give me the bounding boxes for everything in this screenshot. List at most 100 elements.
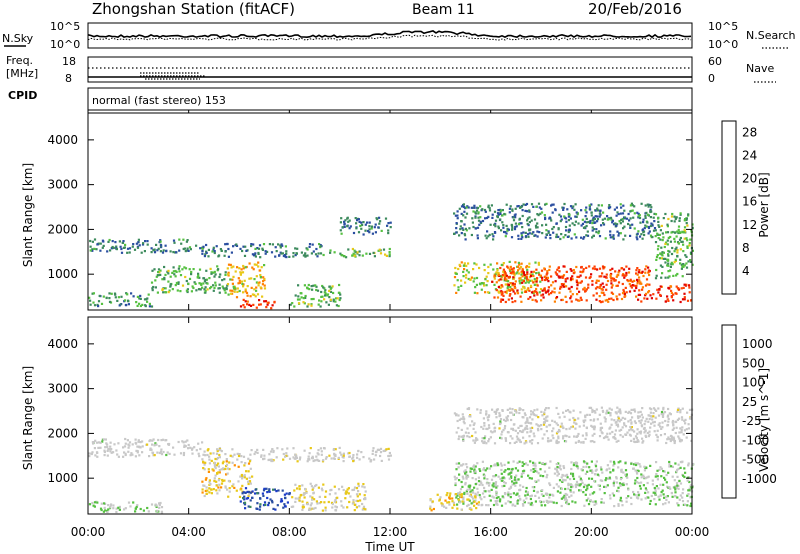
heatmap-cell [169,283,172,286]
heatmap-cell [533,409,536,412]
heatmap-cell [620,297,624,301]
heatmap-cell [108,238,111,242]
heatmap-cell [465,476,468,479]
heatmap-cell [240,474,244,477]
heatmap-cell [562,275,565,278]
heatmap-cell [674,488,677,491]
heatmap-cell [587,220,590,224]
heatmap-cell [570,278,573,281]
heatmap-cell [646,283,649,286]
heatmap-cell [103,454,106,457]
heatmap-cell [306,254,309,257]
heatmap-cell [323,447,326,450]
heatmap-cell [545,407,548,410]
heatmap-cell [552,437,555,440]
heatmap-cell [601,479,604,482]
heatmap-cell [661,489,664,492]
heatmap-cell [520,205,523,208]
heatmap-cell [634,494,637,497]
heatmap-cell [589,208,592,211]
heatmap-cell [687,427,690,430]
heatmap-cell [244,245,247,248]
heatmap-cell [148,302,151,305]
heatmap-cell [466,504,469,508]
heatmap-cell [175,251,178,254]
heatmap-cell [133,248,137,251]
heatmap-cell [563,215,566,218]
heatmap-cell [587,503,591,506]
heatmap-cell [179,290,182,293]
heatmap-cell [318,495,321,498]
heatmap-cell [483,263,486,266]
heatmap-cell [662,257,665,260]
heatmap-cell [609,471,612,474]
heatmap-cell [546,415,549,418]
heatmap-cell [157,438,160,442]
heatmap-cell [452,501,455,504]
heatmap-cell [605,477,608,480]
heatmap-cell [506,419,509,422]
heatmap-cell [201,286,204,289]
heatmap-cell [513,423,516,426]
heatmap-cell [628,290,632,293]
heatmap-cell [124,507,127,510]
heatmap-cell [659,264,662,267]
heatmap-cell [529,503,532,506]
heatmap-cell [640,300,643,303]
heatmap-cell [586,234,590,237]
heatmap-cell [524,413,527,417]
heatmap-cell [518,408,521,411]
heatmap-cell [473,277,476,280]
heatmap-cell [346,225,349,228]
heatmap-cell [268,453,271,456]
heatmap-cell [572,477,576,480]
heatmap-cell [565,229,568,232]
heatmap-cell [212,246,215,249]
y-tick-label: 3000 [47,178,78,192]
heatmap-cell [509,435,512,438]
heatmap-cell [93,447,96,450]
heatmap-cell [618,420,621,423]
heatmap-cell [514,280,517,283]
heatmap-cell [506,227,509,230]
heatmap-cell [263,501,267,504]
heatmap-cell [218,287,221,290]
heatmap-cell [177,281,180,284]
heatmap-cell [568,495,571,499]
heatmap-cell [540,299,543,302]
heatmap-cell [472,280,475,283]
heatmap-cell [229,278,232,281]
heatmap-cell [530,270,533,273]
heatmap-cell [248,480,252,483]
heatmap-cell [603,416,606,419]
heatmap-cell [456,279,459,282]
heatmap-cell [574,220,577,223]
heatmap-cell [516,205,519,208]
heatmap-cell [631,416,634,419]
heatmap-cell [460,220,463,223]
heatmap-cell [545,202,548,205]
heatmap-cell [461,485,464,488]
heatmap-cell [478,494,481,497]
heatmap-cell [244,487,248,490]
heatmap-cell [372,447,375,450]
heatmap-cell [530,501,533,505]
heatmap-cell [161,251,165,254]
heatmap-cell [637,293,640,296]
heatmap-cell [128,251,131,254]
heatmap-cell [628,433,632,436]
heatmap-cell [637,212,640,215]
heatmap-cell [296,247,299,250]
heatmap-cell [95,248,98,251]
heatmap-cell [683,419,686,423]
heatmap-cell [103,506,106,509]
heatmap-cell [637,494,640,497]
heatmap-cell [618,220,621,223]
heatmap-cell [332,291,335,295]
heatmap-cell [445,494,448,497]
heatmap-cell [253,254,256,257]
heatmap-cell [285,492,288,495]
heatmap-cell [109,450,112,453]
heatmap-cell [121,241,124,244]
heatmap-cell [541,414,544,417]
